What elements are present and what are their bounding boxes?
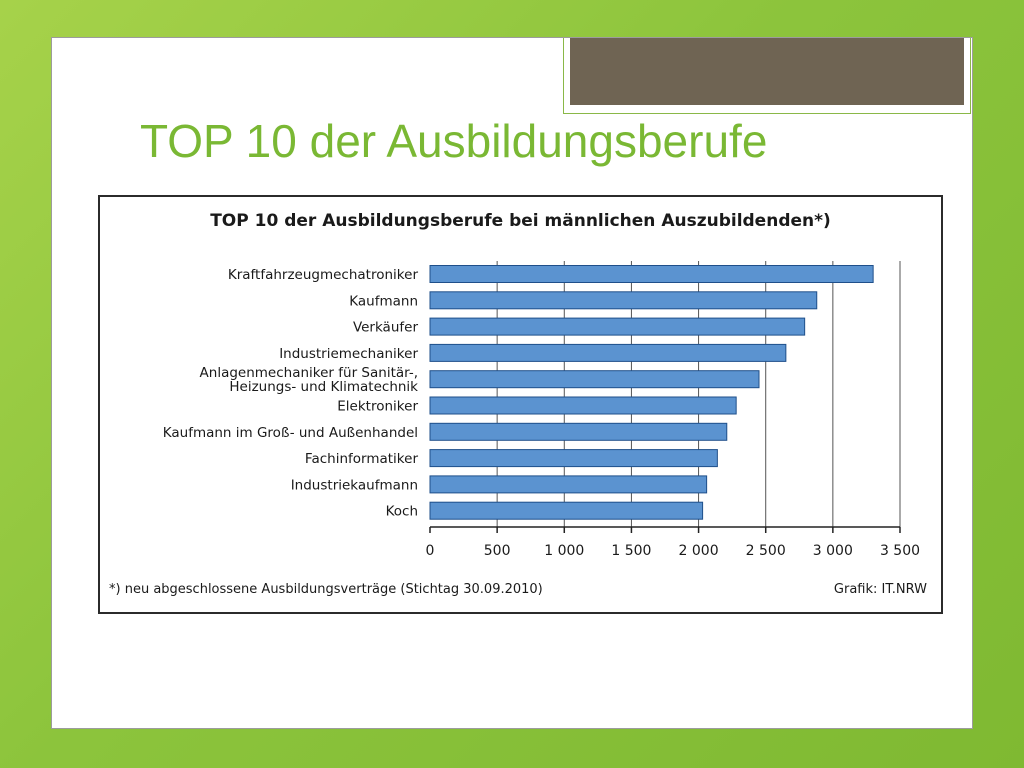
bar [429,475,708,494]
slide-title: TOP 10 der Ausbildungsberufe [140,115,768,167]
category-label: Industriekaufmann [291,477,418,493]
tick-label: 2 500 [746,543,786,559]
bar [429,449,718,468]
category-label: Kaufmann im Groß- und Außenhandel [163,425,418,441]
chart-source: Grafik: IT.NRW [833,582,927,597]
bar [429,501,704,520]
chart-footnote: *) neu abgeschlossene Ausbildungsverträg… [109,582,543,597]
tick-label: 3 000 [813,543,853,559]
tick-label: 1 000 [544,543,584,559]
category-label: Heizungs- und Klimatechnik [229,379,418,395]
bar [429,396,737,415]
tick-label: 0 [426,543,435,559]
header-tab-fill [570,38,964,105]
category-label: Fachinformatiker [305,451,419,467]
header-tab [563,38,971,114]
chart-panel: TOP 10 der Ausbildungsberufe bei männlic… [98,195,943,614]
tick-label: 2 000 [679,543,719,559]
category-label: Elektroniker [337,399,418,415]
bar [429,422,728,441]
tick-label: 1 500 [611,543,651,559]
category-label: Kaufmann [349,293,418,309]
tick-label: 500 [484,543,511,559]
category-label: Verkäufer [353,320,419,336]
category-label: Koch [386,504,418,520]
category-label: Kraftfahrzeugmechatroniker [228,267,419,283]
bar [429,317,806,336]
category-label: Industriemechaniker [279,346,418,362]
bar [429,291,818,310]
tick-label: 3 500 [880,543,920,559]
bar [429,370,760,389]
bar-chart: Kraftfahrzeugmechatroniker Kaufmann Verkäu… [163,261,920,559]
bar [429,265,874,283]
chart-title: TOP 10 der Ausbildungsberufe bei männlic… [210,211,831,231]
category-label: Anlagenmechaniker für Sanitär-, [200,365,418,381]
bar [429,343,787,362]
